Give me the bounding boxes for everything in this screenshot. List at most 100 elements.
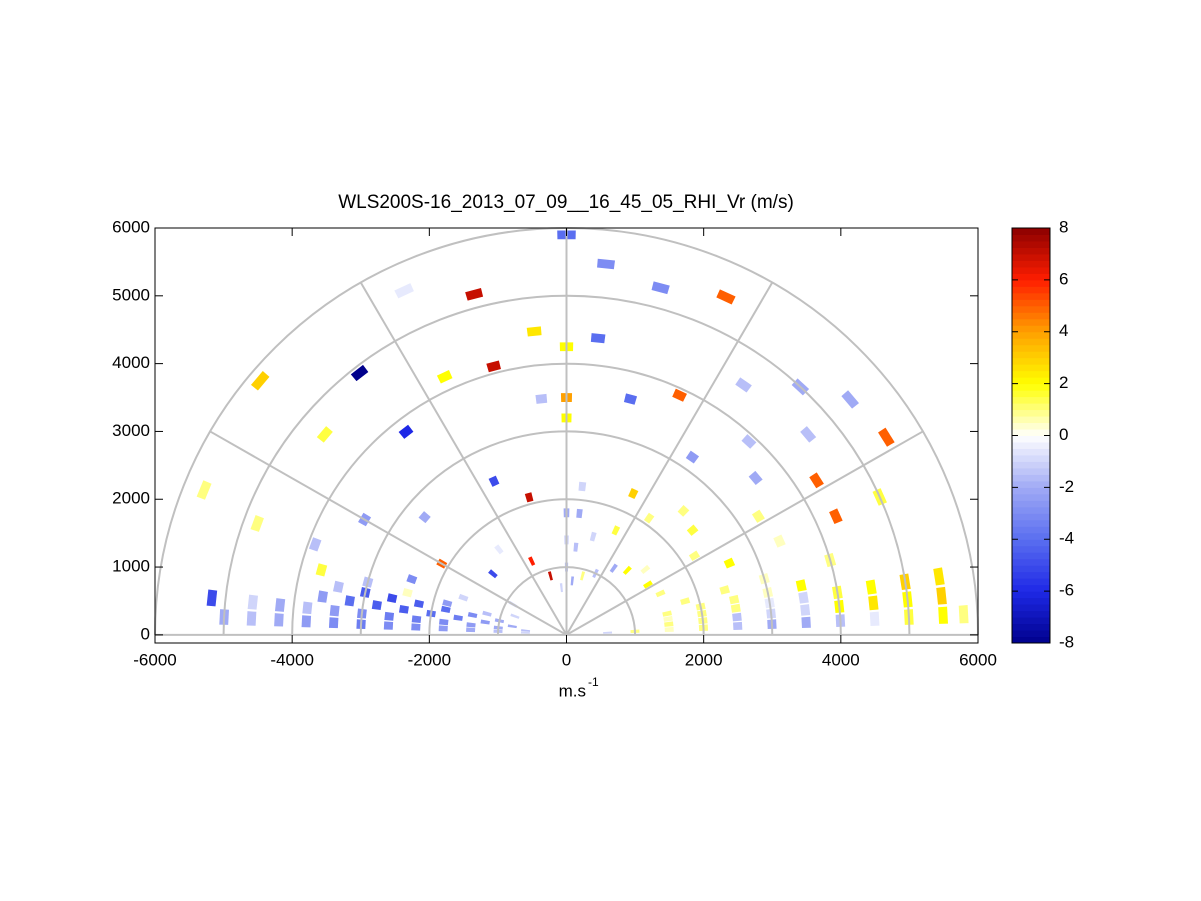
colorbar-swatch	[1012, 532, 1050, 540]
velocity-cell	[467, 612, 478, 619]
velocity-cell	[413, 599, 425, 608]
velocity-cell	[662, 610, 672, 617]
velocity-cell	[869, 611, 880, 626]
velocity-cell	[317, 590, 328, 603]
velocity-cell	[573, 542, 579, 552]
velocity-cell	[748, 470, 763, 485]
x-tick-label: 2000	[685, 650, 723, 669]
colorbar-swatch	[1012, 299, 1050, 307]
velocity-cell	[402, 587, 413, 598]
velocity-cell	[510, 613, 520, 619]
velocity-cell	[611, 525, 621, 536]
colorbar-swatch	[1012, 364, 1050, 372]
colorbar-tick-label: -8	[1059, 632, 1074, 651]
velocity-cell	[688, 550, 701, 561]
colorbar-swatch	[1012, 312, 1050, 320]
velocity-cell	[677, 504, 690, 517]
velocity-cell	[628, 488, 639, 499]
velocity-cell	[580, 571, 586, 581]
velocity-cell	[547, 571, 553, 581]
colorbar-tick-label: -2	[1059, 477, 1074, 496]
colorbar-swatch	[1012, 338, 1050, 346]
velocity-cell	[439, 618, 449, 626]
velocity-cell	[250, 371, 270, 391]
velocity-cell	[741, 434, 757, 449]
colorbar-swatch	[1012, 357, 1050, 365]
velocity-cell	[308, 537, 322, 552]
velocity-cell	[603, 631, 613, 634]
velocity-cell	[274, 613, 284, 627]
velocity-cell	[196, 480, 212, 500]
colorbar-swatch	[1012, 240, 1050, 248]
velocity-cell	[436, 370, 453, 384]
velocity-cell	[735, 377, 752, 393]
colorbar-swatch	[1012, 273, 1050, 281]
velocity-cell	[663, 615, 673, 622]
velocity-cell	[719, 585, 731, 595]
velocity-cell	[384, 611, 395, 621]
colorbar-swatch	[1012, 552, 1050, 560]
velocity-cell	[868, 595, 879, 611]
velocity-cell	[442, 599, 453, 607]
colorbar-swatch	[1012, 318, 1050, 326]
velocity-cell	[933, 567, 945, 586]
y-tick-label: 6000	[112, 217, 150, 236]
colorbar-swatch	[1012, 390, 1050, 398]
velocity-cell	[590, 333, 606, 344]
x-tick-label: -6000	[133, 650, 176, 669]
velocity-cell	[488, 475, 500, 487]
colorbar-swatch	[1012, 448, 1050, 456]
velocity-cell	[301, 615, 312, 628]
velocity-cell	[418, 511, 431, 524]
colorbar-tick-label: -6	[1059, 581, 1074, 600]
colorbar-tick-label: 4	[1059, 321, 1068, 340]
colorbar-swatch	[1012, 604, 1050, 612]
y-tick-label: 3000	[112, 421, 150, 440]
velocity-cell	[398, 424, 414, 439]
colorbar-swatch	[1012, 636, 1050, 644]
velocity-cell	[751, 509, 765, 523]
velocity-cell	[488, 569, 498, 579]
velocity-cell	[773, 534, 786, 548]
velocity-cell	[958, 605, 969, 624]
spoke	[566, 430, 924, 636]
velocity-cell	[685, 450, 700, 464]
colorbar-swatch	[1012, 383, 1050, 391]
spoke	[359, 282, 568, 636]
colorbar-swatch	[1012, 565, 1050, 573]
colorbar-swatch	[1012, 429, 1050, 436]
velocity-cell	[664, 626, 674, 632]
colorbar-swatch	[1012, 441, 1050, 449]
colorbar-swatch	[1012, 435, 1050, 443]
velocity-cell	[411, 623, 421, 631]
colorbar-swatch	[1012, 247, 1050, 255]
velocity-cell	[597, 258, 615, 270]
colorbar-swatch	[1012, 578, 1050, 586]
y-tick-label: 0	[141, 624, 150, 643]
velocity-cell	[578, 481, 587, 492]
velocity-cell	[371, 600, 382, 611]
colorbar-swatch	[1012, 506, 1050, 514]
velocity-cell	[526, 326, 542, 337]
velocity-cell	[466, 627, 476, 633]
velocity-cell	[800, 604, 811, 616]
velocity-cell	[486, 360, 501, 373]
colorbar-swatch	[1012, 493, 1050, 501]
colorbar-tick-label: 0	[1059, 425, 1068, 444]
velocity-cell	[246, 611, 257, 626]
velocity-cell	[559, 583, 563, 593]
colorbar-swatch	[1012, 617, 1050, 625]
colorbar-swatch	[1012, 467, 1050, 475]
colorbar-swatch	[1012, 487, 1050, 495]
velocity-cell	[640, 564, 651, 575]
velocity-cell	[829, 508, 843, 525]
colorbar-tick-label: 8	[1059, 217, 1068, 236]
colorbar-swatch	[1012, 416, 1050, 424]
spoke	[565, 282, 774, 636]
colorbar-tick-label: -4	[1059, 529, 1074, 548]
colorbar-swatch	[1012, 513, 1050, 521]
chart-title: WLS200S-16_2013_07_09__16_45_05_RHI_Vr (…	[338, 192, 794, 213]
colorbar-swatch	[1012, 454, 1050, 462]
x-tick-label: 6000	[959, 650, 997, 669]
